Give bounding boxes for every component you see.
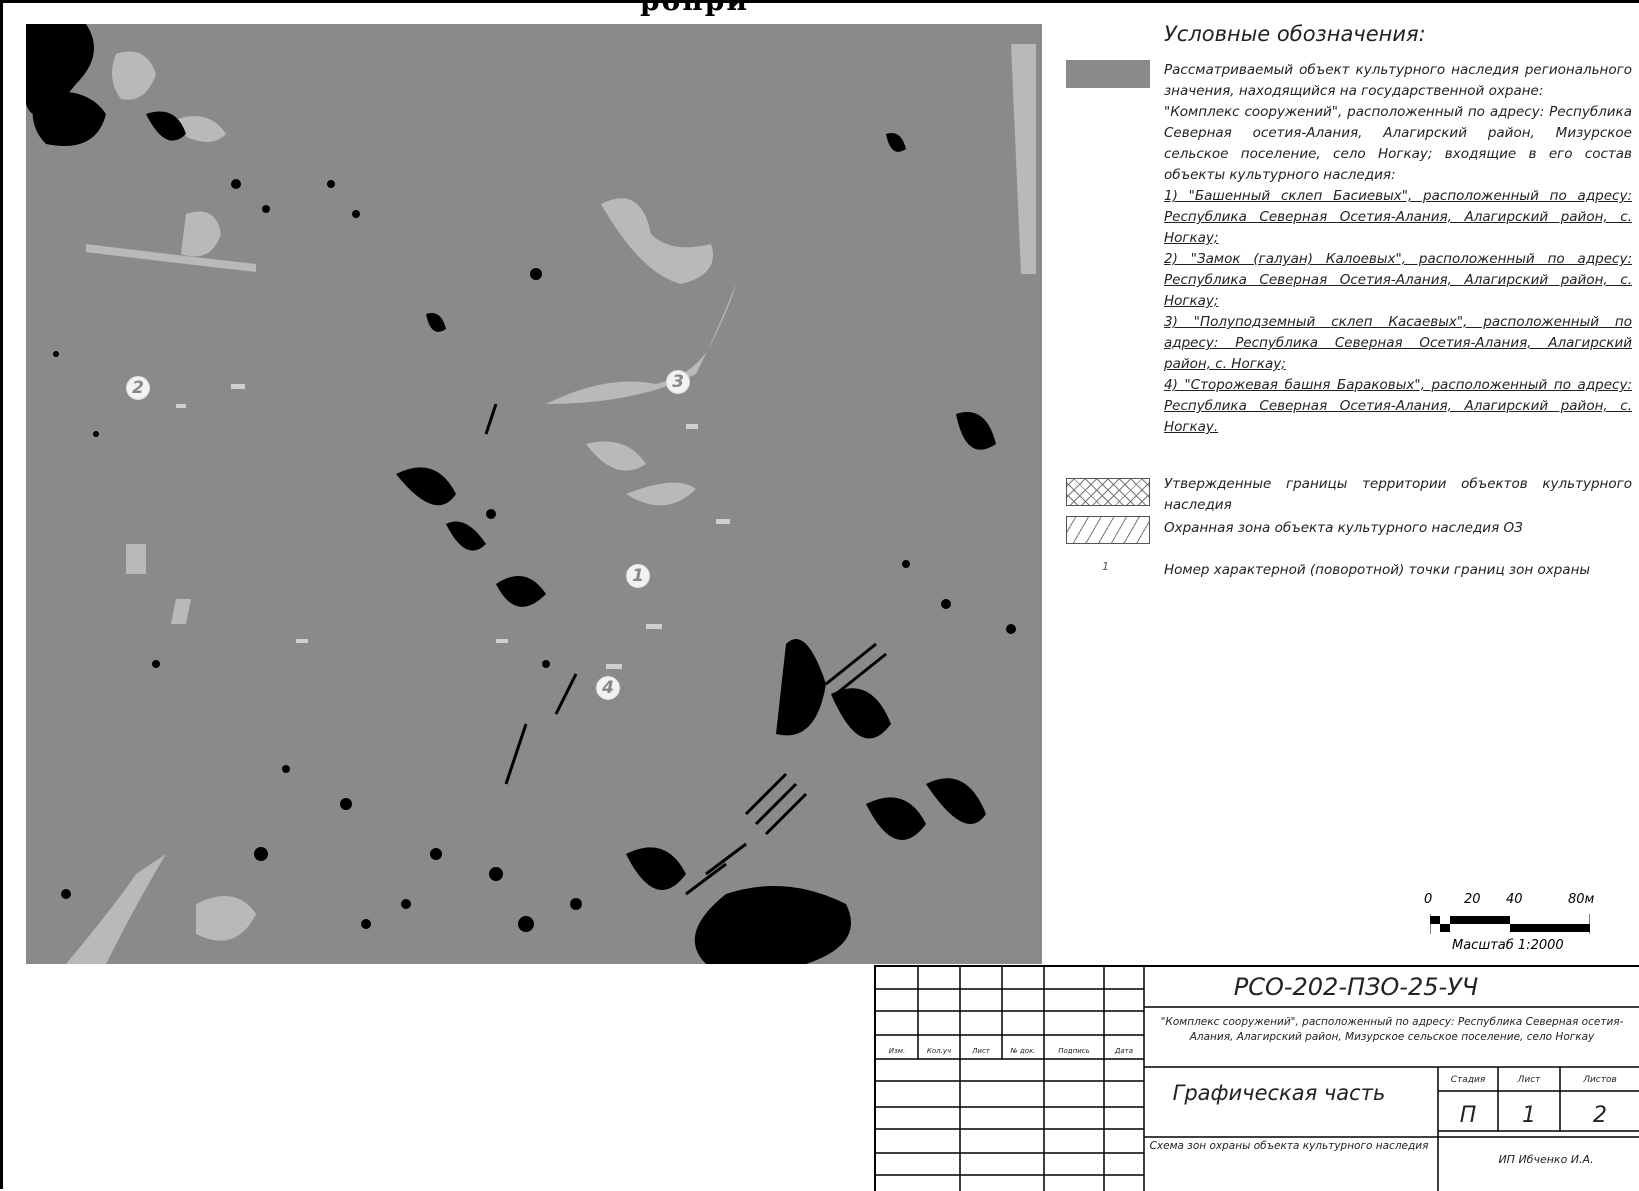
- map-point-4: 4: [596, 676, 620, 700]
- legend-object-intro: Рассматриваемый объект культурного насле…: [1164, 62, 1632, 99]
- legend-point-symbol: 1: [1102, 560, 1109, 573]
- rev-header-kolich: Кол.уч: [926, 1047, 952, 1055]
- map-raster: 1 2 3 4: [26, 24, 1042, 964]
- sheet-value: 1: [1522, 1103, 1536, 1128]
- light-terrain: [66, 44, 1036, 964]
- stage-header: Стадия: [1450, 1075, 1486, 1085]
- legend-object-complex: "Комплекс сооружений", расположенный по …: [1164, 104, 1632, 183]
- rev-header-date: Дата: [1114, 1047, 1134, 1055]
- legend-boundaries-text: Утвержденные границы территории объектов…: [1164, 476, 1632, 513]
- map-point-3: 3: [666, 370, 690, 394]
- scale-bar-group: 0 20 40 80м Масштаб 1:2000: [1424, 892, 1594, 958]
- dark-streaks: [484, 403, 887, 896]
- map-point-1: 1: [626, 564, 650, 588]
- scale-tick-20: 20: [1464, 892, 1481, 907]
- sheets-value: 2: [1593, 1103, 1607, 1128]
- rev-header-doc: № док.: [1010, 1047, 1036, 1055]
- rev-header-izm: Изм.: [888, 1047, 906, 1055]
- title-block: Изм. Кол.уч Лист № док. Подпись Дата РСО…: [874, 965, 1639, 1191]
- legend-object-item-2: 2) "Замок (галуан) Калоевых", расположен…: [1164, 251, 1632, 309]
- legend-swatch-protect-zone: [1066, 516, 1150, 544]
- legend-title: Условные обозначения:: [1164, 22, 1426, 46]
- stage-value: П: [1459, 1103, 1477, 1128]
- rev-header-list: Лист: [972, 1047, 990, 1055]
- rev-header-sign: Подпись: [1058, 1047, 1090, 1055]
- schema-title: Схема зон охраны объекта культурного нас…: [1149, 1140, 1429, 1152]
- scale-tick-40: 40: [1506, 892, 1523, 907]
- legend-object-text: Рассматриваемый объект культурного насле…: [1164, 60, 1632, 438]
- company-name: ИП Ибченко И.А.: [1498, 1153, 1594, 1166]
- scale-bar: [1430, 914, 1590, 936]
- sheet-header: Лист: [1517, 1075, 1541, 1085]
- scale-tick-80: 80м: [1568, 892, 1595, 907]
- legend-protect-zone-text: Охранная зона объекта культурного наслед…: [1164, 520, 1523, 536]
- legend-object-item-1: 1) "Башенный склеп Басиевых", расположен…: [1164, 188, 1632, 246]
- legend-swatch-boundaries: [1066, 478, 1150, 506]
- legend-object-item-4: 4) "Сторожевая башня Бараковых", располо…: [1164, 377, 1632, 435]
- legend-swatch-object: [1066, 60, 1150, 88]
- scale-tick-0: 0: [1424, 892, 1433, 907]
- light-speckles: [176, 384, 730, 669]
- document-code: РСО-202-ПЗО-25-УЧ: [1233, 973, 1479, 1001]
- map-point-2: 2: [126, 376, 150, 400]
- object-description: "Комплекс сооружений", расположенный по …: [1160, 1016, 1624, 1043]
- scale-caption: Масштаб 1:2000: [1452, 938, 1564, 953]
- sheet-title: ропри: [640, 0, 750, 17]
- sheets-header: Листов: [1583, 1075, 1617, 1085]
- section-title: Графическая часть: [1172, 1081, 1386, 1105]
- dark-terrain: [26, 24, 996, 964]
- legend-object-item-3: 3) "Полуподземный склеп Касаевых", распо…: [1164, 314, 1632, 372]
- legend-point-text: Номер характерной (поворотной) точки гра…: [1164, 562, 1591, 578]
- map-terrain: [26, 24, 1036, 964]
- title-block-grid: [876, 967, 1639, 1191]
- dark-speckles: [53, 179, 1016, 932]
